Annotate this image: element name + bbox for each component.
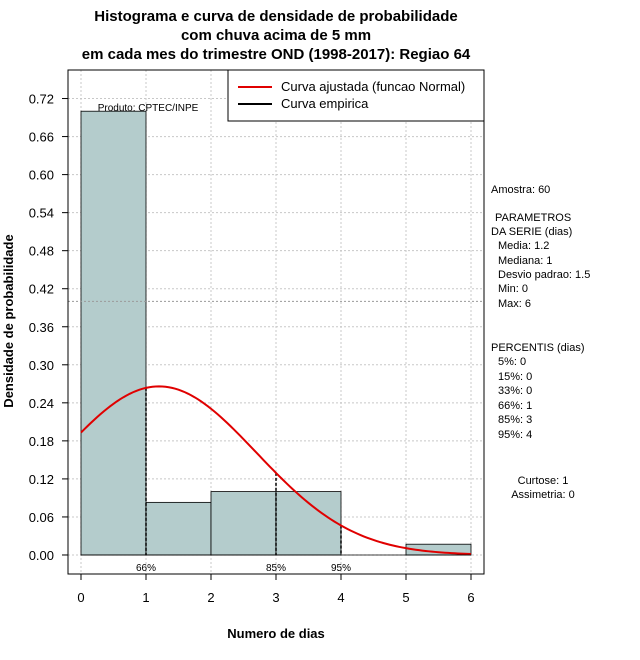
x-tick-label: 1: [142, 590, 149, 605]
chart-title-line-3: em cada mes do trimestre OND (1998-2017)…: [82, 46, 471, 63]
x-tick-label: 6: [467, 590, 474, 605]
normal-curve: [80, 385, 472, 555]
param-max: Max: 6: [498, 298, 531, 310]
legend-label-empirical: Curva empirica: [281, 96, 369, 111]
kurtosis: Curtose: 1: [518, 475, 569, 487]
chart-title-line-2: com chuva acima de 5 mm: [181, 27, 371, 44]
y-tick-label: 0.36: [29, 320, 54, 335]
x-axis-title: Numero de dias: [227, 626, 325, 641]
histogram-bar: [145, 501, 212, 556]
param-mean: Media: 1.2: [498, 240, 549, 252]
y-axis-title: Densidade de probabilidade: [1, 234, 16, 407]
percentile-marker-label: 66%: [136, 563, 156, 574]
param-min: Min: 0: [498, 283, 528, 295]
percentile-marker-label: 85%: [266, 563, 286, 574]
x-tick-label: 2: [207, 590, 214, 605]
y-tick-label: 0.60: [29, 168, 54, 183]
y-tick-label: 0.66: [29, 130, 54, 145]
y-tick-label: 0.06: [29, 510, 54, 525]
chart-title-line-1: Histograma e curva de densidade de proba…: [94, 8, 457, 25]
sample-size: Amostra: 60: [491, 184, 550, 196]
x-tick-labels: 0 1 2 3 4 5 6: [77, 590, 474, 605]
x-tick-label: 5: [402, 590, 409, 605]
y-tick-label: 0.30: [29, 358, 54, 373]
y-tick-label: 0.54: [29, 206, 54, 221]
legend: Curva ajustada (funcao Normal) Curva emp…: [227, 69, 485, 122]
product-label: Produto: CPTEC/INPE: [98, 103, 199, 114]
x-tick-label: 3: [272, 590, 279, 605]
x-tick-label: 0: [77, 590, 84, 605]
legend-box: [227, 69, 485, 122]
y-tick-label: 0.18: [29, 434, 54, 449]
x-tick-label: 4: [337, 590, 344, 605]
chart-title: Histograma e curva de densidade de proba…: [82, 8, 471, 63]
skewness: Assimetria: 0: [511, 489, 575, 501]
y-tick-label: 0.24: [29, 396, 54, 411]
normal-curve-layer: [80, 385, 472, 555]
y-tick-labels: 0.00 0.06 0.12 0.18 0.24 0.30 0.36 0.42 0.48 0.54…: [29, 92, 54, 563]
percentile-95: 95%: 4: [498, 429, 532, 441]
histogram-bar: [210, 491, 277, 556]
y-tick-label: 0.72: [29, 92, 54, 107]
percentile-marker-label: 95%: [331, 563, 351, 574]
y-tick-label: 0.42: [29, 282, 54, 297]
params-subtitle: DA SERIE (dias): [491, 226, 572, 238]
percentile-85: 85%: 3: [498, 414, 532, 426]
legend-label-fitted: Curva ajustada (funcao Normal): [281, 79, 465, 94]
percentile-66: 66%: 1: [498, 400, 532, 412]
y-tick-label: 0.12: [29, 472, 54, 487]
reference-lines: [68, 300, 484, 555]
percentile-labels: 66% 85% 95%: [136, 563, 351, 574]
percentile-33: 33%: 0: [498, 385, 532, 397]
percentile-5: 5%: 0: [498, 356, 526, 368]
stats-panel: Amostra: 60 PARAMETROS DA SERIE (dias) M…: [491, 184, 590, 501]
histogram-bar: [80, 110, 147, 556]
percentiles-title: PERCENTIS (dias): [491, 342, 585, 354]
histogram-bars: [80, 110, 472, 556]
percentile-15: 15%: 0: [498, 371, 532, 383]
y-tick-label: 0.48: [29, 244, 54, 259]
param-stddev: Desvio padrao: 1.5: [498, 269, 590, 281]
histogram-bar: [275, 491, 342, 556]
params-title: PARAMETROS: [495, 212, 571, 224]
y-tick-label: 0.00: [29, 548, 54, 563]
param-median: Mediana: 1: [498, 255, 552, 267]
